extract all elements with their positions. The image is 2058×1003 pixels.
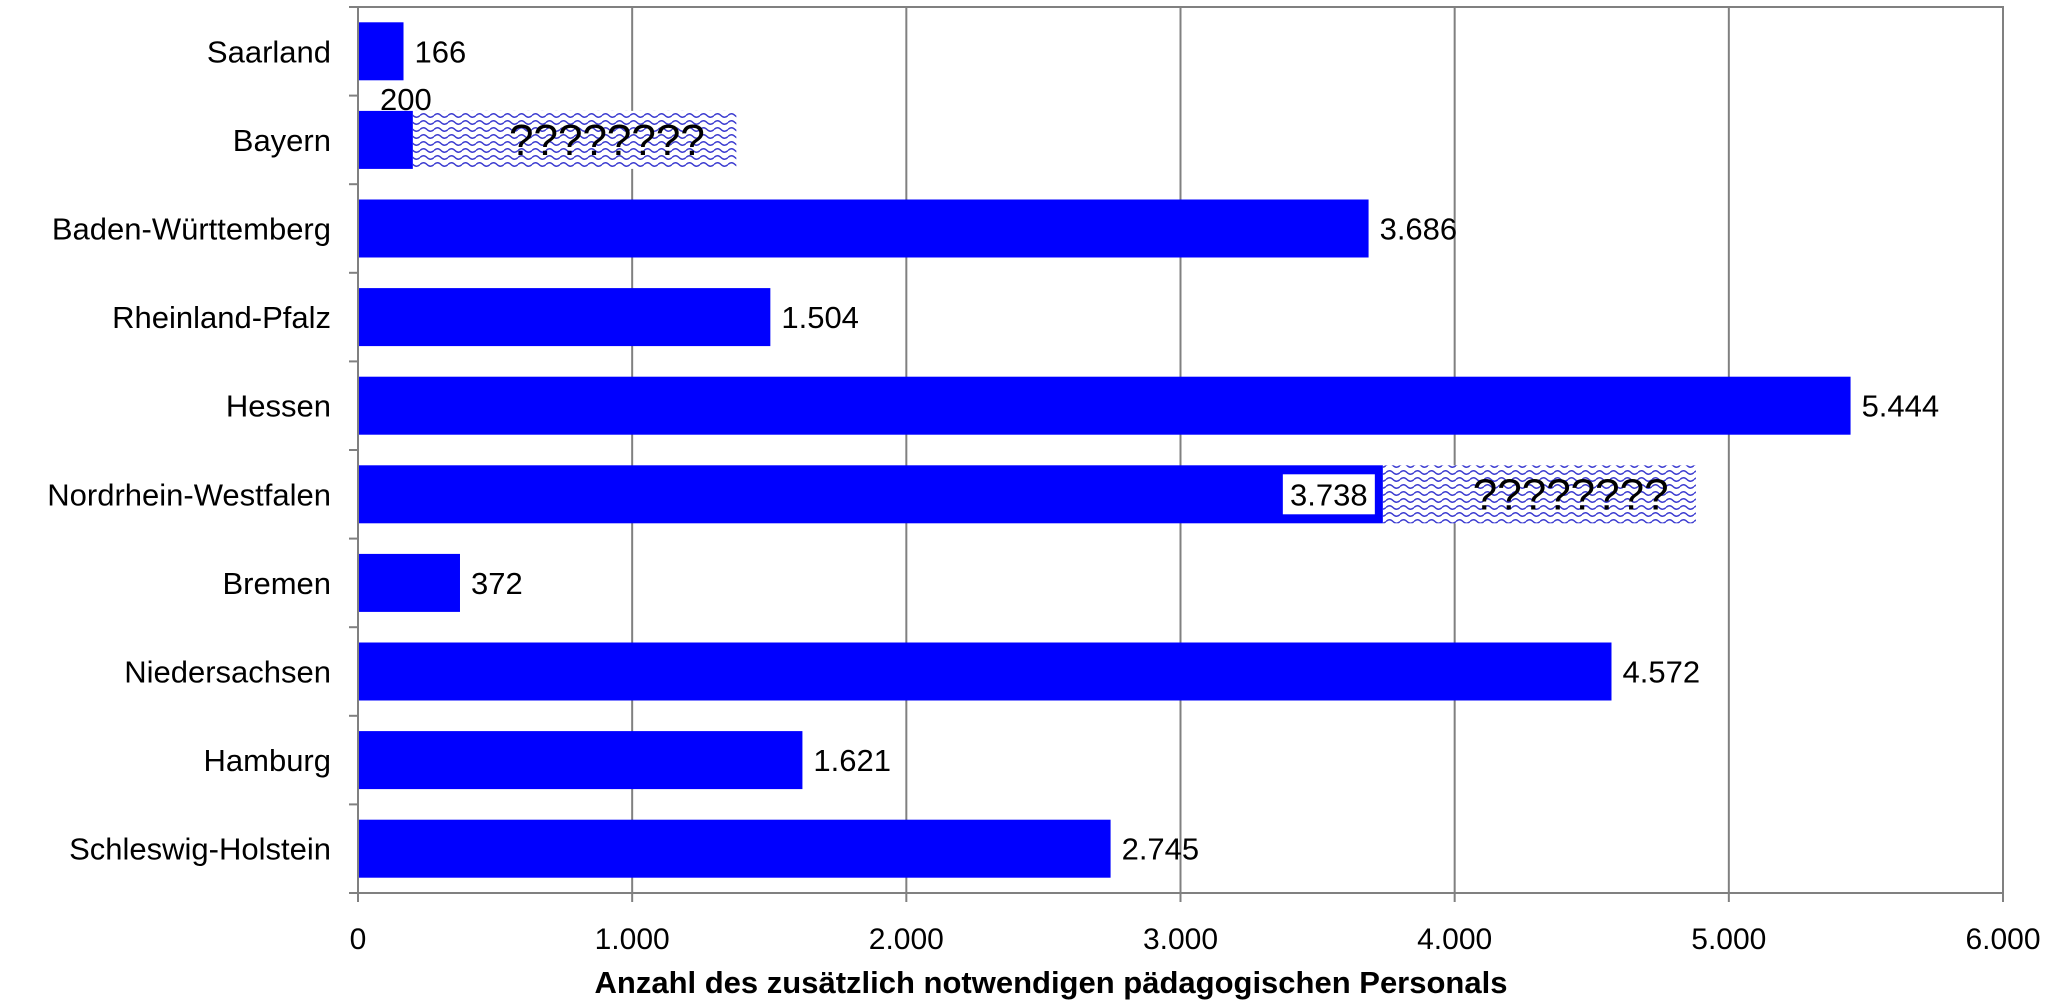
category-label: Hamburg (204, 743, 332, 778)
data-label: 5.444 (1862, 389, 1940, 424)
data-label: 166 (415, 34, 467, 69)
x-tick-label: 1.000 (595, 923, 670, 956)
bar (358, 376, 1851, 435)
data-label: 1.621 (813, 743, 891, 778)
unknown-segment-label: ???????? (509, 116, 705, 165)
data-label: 2.745 (1122, 832, 1200, 867)
data-label: 1.504 (781, 300, 859, 335)
bar (358, 22, 404, 81)
data-label: 372 (471, 566, 523, 601)
bar (358, 731, 803, 790)
category-label: Bayern (233, 123, 331, 158)
bar (358, 288, 771, 347)
category-label: Baden-Württemberg (52, 212, 331, 247)
category-label: Schleswig-Holstein (69, 832, 331, 867)
bar (358, 642, 1612, 701)
x-tick-label: 3.000 (1143, 923, 1218, 956)
data-label: 4.572 (1622, 655, 1700, 690)
data-label: 3.738 (1290, 477, 1368, 512)
x-tick-label: 4.000 (1417, 923, 1492, 956)
unknown-segment (1382, 465, 1696, 524)
category-label: Rheinland-Pfalz (112, 300, 331, 335)
data-label: 200 (380, 82, 432, 117)
category-label: Hessen (226, 389, 331, 424)
labels-group: 0 1.000 2.000 3.000 4.000 5.000 6.000 Saarland 1… (47, 34, 2040, 956)
category-label: Nordrhein-Westfalen (47, 477, 331, 512)
x-tick-label: 6.000 (1965, 923, 2040, 956)
category-label: Niedersachsen (124, 655, 331, 690)
bar (358, 199, 1369, 258)
bar (358, 553, 460, 612)
unknown-segment (412, 110, 737, 169)
data-label-box (1282, 474, 1375, 515)
data-label: 3.686 (1380, 212, 1458, 247)
bars-group (358, 22, 1851, 878)
x-tick-label: 5.000 (1691, 923, 1766, 956)
x-axis-title: Anzahl des zusätzlich notwendigen pädago… (595, 965, 1508, 1000)
category-label: Bremen (222, 566, 331, 601)
bar (358, 465, 1383, 524)
x-tick-label: 2.000 (869, 923, 944, 956)
bar (358, 819, 1111, 878)
axes-group (349, 6, 2004, 902)
bar (358, 110, 413, 169)
category-label: Saarland (207, 34, 331, 69)
unknown-segment-label: ???????? (1473, 470, 1669, 519)
x-tick-label: 0 (350, 923, 367, 956)
